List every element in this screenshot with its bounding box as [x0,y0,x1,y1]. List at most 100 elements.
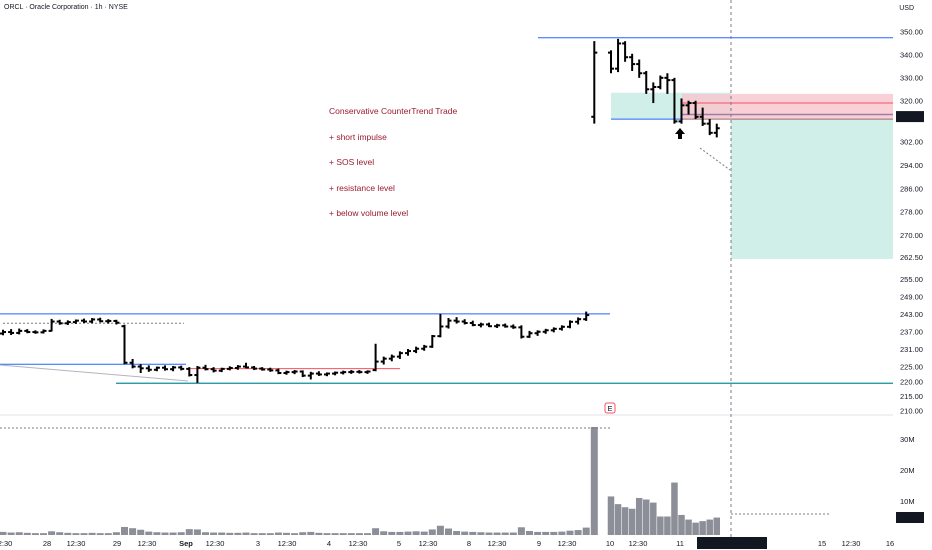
volume-bar [129,528,137,535]
time-tick: 12:30 [558,539,577,548]
price-tick: 215.00 [900,392,923,401]
price-bar [699,107,706,126]
volume-bar [169,532,177,535]
time-tick: 5 [397,539,401,548]
price-bar [89,318,96,324]
volume-bar [517,527,525,535]
volume-bar [137,529,145,535]
projection-line [699,147,731,171]
volume-bar [48,531,56,535]
price-bar [129,358,136,369]
price-bar [153,366,160,372]
price-tick: 220.00 [900,377,923,386]
price-bar [405,349,411,356]
volume-bar [635,497,643,535]
volume-bar [566,530,574,535]
volume-bar [250,533,258,535]
volume-bar [526,530,533,535]
price-bar [437,313,444,338]
price-tick: 231.00 [900,345,923,354]
price-bar [340,370,347,375]
price-bar [16,328,23,335]
volume-last-label: 5.65M [899,513,920,522]
currency-label: USD [899,5,914,12]
volume-bar [307,531,315,535]
price-bar [267,367,274,372]
price-bar [275,368,282,375]
price-bar [324,372,330,377]
price-bar [567,320,573,329]
volume-bar [364,533,371,535]
volume-bar [614,504,622,535]
price-bar [307,371,314,380]
price-bar [315,371,322,376]
note-line-2: + short impulse [329,131,387,142]
volume-bar [453,530,461,535]
price-bar [121,324,128,365]
volume-bar [485,532,493,535]
price-tick: 320.00 [900,96,923,105]
volume-bar [315,532,323,535]
volume-bar [145,531,153,535]
trend-line [0,364,189,382]
price-tick: 340.00 [900,50,923,59]
volume-bar [428,529,436,535]
volume-bar [23,532,31,535]
price-bar [502,323,509,328]
volume-bar [226,532,234,535]
price-tick: 302.00 [900,138,923,147]
price-bar [622,41,629,62]
time-tick: 12:30 [488,539,507,548]
price-tick: 262.50 [900,253,923,262]
time-tick: 10 [606,539,614,548]
price-bar [534,330,541,336]
volume-bar [542,531,550,535]
volume-bar [266,533,274,535]
price-bar [429,334,436,348]
time-tick: 3 [256,539,260,548]
time-tick: 12:30 [278,539,297,548]
time-tick: 11 [676,539,684,548]
price-bar [218,367,225,373]
price-tick: 330.00 [900,73,923,82]
volume-tick: 10M [900,497,915,506]
price-bar [234,365,241,370]
price-bar [575,317,582,325]
volume-bar [509,532,517,535]
volume-bar [501,532,509,535]
price-bar [486,322,492,328]
price-bar [445,318,452,329]
price-bar [453,317,460,324]
trade-note: Conservative CounterTrend Trade + short … [329,90,457,226]
time-tick: 12:30 [419,539,438,548]
price-bar [202,364,209,371]
volume-bar [15,532,23,535]
volume-tick: 30M [900,435,915,444]
price-tick: 270.00 [900,231,923,240]
price-bar [56,319,63,325]
volume-bar [445,528,452,535]
price-bar [81,318,87,323]
price-bar [421,344,428,351]
price-bar [243,362,249,369]
cursor-time-label: 11 Sep '25 14:30 [704,539,760,548]
volume-bar [153,532,161,535]
time-tick: 8 [467,539,471,548]
price-bar [364,370,371,374]
volume-bar [177,532,185,535]
cursor-time-badge [697,537,767,549]
current-price-label: 03:12 [900,112,919,121]
volume-bar [112,532,120,535]
price-bar [526,330,533,338]
volume-bar [477,532,485,535]
price-bar [348,370,355,374]
price-bar [372,343,379,372]
price-bar [650,82,657,104]
note-line-4: + resistance level [329,182,395,193]
price-bar [332,371,339,376]
time-tick: 12:30 [349,539,368,548]
volume-bar [550,531,558,535]
price-bar [210,367,217,373]
price-bar [510,324,517,329]
